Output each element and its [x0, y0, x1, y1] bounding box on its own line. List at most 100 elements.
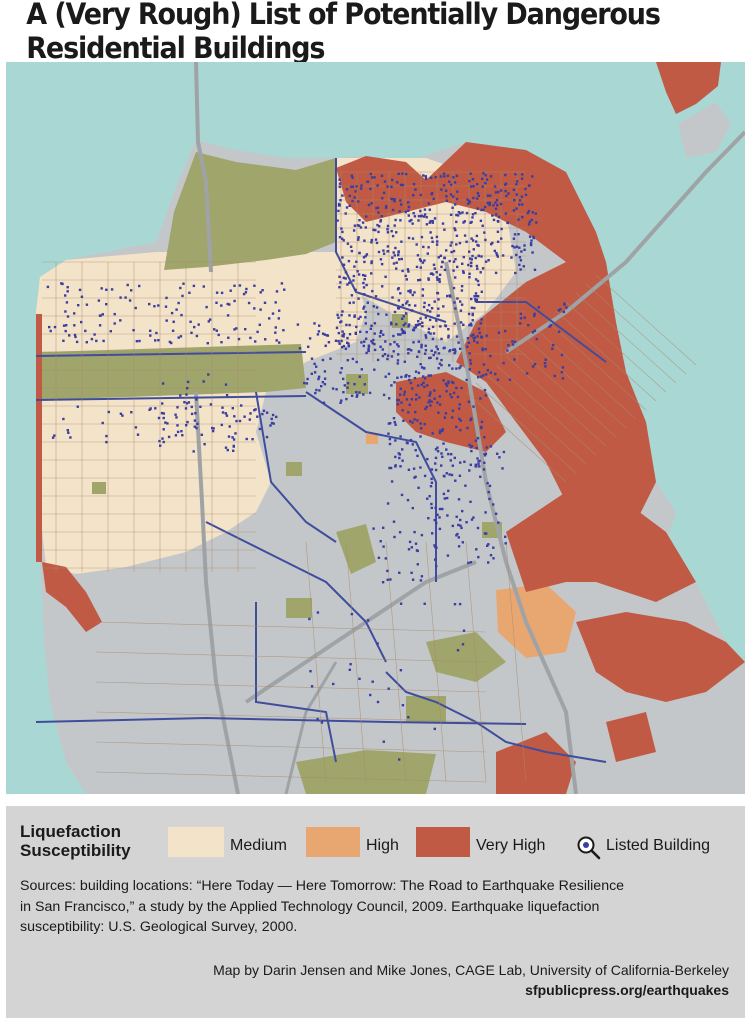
listed-building-dot [275, 290, 279, 293]
listed-building-dot [470, 258, 473, 261]
listed-building-dot [437, 298, 440, 301]
listed-building-dot [483, 205, 487, 209]
listed-building-dot [317, 330, 321, 333]
listed-building-dot [396, 376, 399, 379]
listed-building-dot [322, 401, 326, 404]
listed-building-dot [428, 399, 431, 402]
listed-building-dot [400, 493, 404, 497]
listed-building-dot [423, 213, 427, 216]
listed-building-dot [531, 175, 534, 178]
listed-building-dot [383, 180, 387, 183]
listed-building-dot [426, 309, 429, 312]
listed-building-dot [268, 317, 271, 320]
listed-building-dot [316, 333, 320, 336]
listed-building-dot [207, 373, 210, 376]
listed-building-dot [471, 313, 474, 317]
street [345, 541, 367, 783]
listed-building-dot [410, 546, 413, 549]
listed-building-dot [360, 184, 363, 187]
listed-building-dot [490, 243, 493, 246]
listed-building-dot [452, 348, 455, 351]
listed-building-dot [492, 204, 495, 207]
highway [194, 62, 213, 273]
listed-building-dot [441, 429, 444, 433]
listed-building-dot [480, 375, 483, 378]
listed-building-dot [226, 302, 229, 306]
listed-building-dot [420, 366, 424, 369]
listed-building-dot [182, 282, 185, 285]
listed-building-dot [513, 199, 516, 202]
listed-building-dot [119, 296, 122, 299]
listed-building-dot [418, 258, 422, 261]
listed-building-dot [347, 259, 351, 263]
listed-building-dot [410, 349, 413, 352]
listed-building-dot [492, 546, 495, 549]
listed-building-dot [373, 342, 376, 346]
listed-building-dot [419, 209, 422, 213]
listed-building-dot [444, 382, 448, 385]
listed-building-dot [355, 325, 358, 329]
listed-building-dot [445, 199, 449, 202]
listed-building-dot [271, 312, 275, 315]
listed-building-dot [64, 294, 67, 297]
listed-building-dot [433, 389, 436, 392]
listed-building-dot [427, 246, 430, 249]
listed-building-dot [430, 307, 434, 310]
listed-building-dot [414, 188, 417, 191]
listed-building-dot [469, 172, 472, 175]
listed-building-dot [437, 256, 440, 259]
listed-building-dot [435, 521, 438, 525]
listed-building-dot [441, 222, 445, 225]
listed-building-dot [422, 305, 426, 309]
listed-building-dot [442, 305, 445, 308]
listed-building-dot [466, 337, 470, 340]
listed-building-dot [159, 444, 162, 447]
street [525, 337, 627, 429]
legend-heading: Liquefaction Susceptibility [20, 822, 131, 860]
listed-building-dot [515, 193, 518, 196]
listed-building-dot [352, 274, 356, 278]
listed-building-dot [414, 542, 418, 545]
listed-building-dot [430, 272, 433, 275]
listed-building-dot [352, 301, 355, 304]
listed-building-dot [93, 333, 96, 336]
listed-building-dot [377, 211, 380, 214]
listed-building-dot [407, 323, 411, 326]
listed-building-dot [486, 369, 489, 372]
listed-building-dot [472, 185, 475, 188]
listed-building-dot [419, 363, 422, 366]
listed-building-dot [491, 214, 494, 217]
listed-building-dot [313, 322, 316, 325]
listed-building-dot [358, 677, 361, 680]
listed-building-dot [438, 527, 442, 531]
listed-building-dot [95, 339, 98, 343]
listed-building-dot [399, 435, 402, 438]
listed-building-dot [468, 352, 471, 355]
listed-building-dot [451, 464, 454, 467]
listed-building-dot [424, 336, 428, 339]
listed-building-dot [384, 375, 387, 378]
listed-building-dot [134, 306, 137, 310]
listed-building-dot [560, 371, 564, 374]
listed-building-dot [406, 268, 410, 271]
listed-building-dot [148, 408, 151, 411]
listed-building-dot [482, 172, 485, 175]
listed-building-dot [459, 321, 463, 324]
listed-building-dot [374, 295, 378, 298]
very-high-bay [506, 492, 696, 602]
listed-building-dot [391, 256, 394, 259]
listed-building-dot [414, 304, 417, 307]
listed-building-dot [480, 420, 484, 424]
listed-building-dot [128, 299, 132, 302]
listed-building-dot [455, 220, 458, 224]
listed-building-dot [479, 475, 482, 478]
listed-building-dot [73, 324, 76, 327]
listed-building-dot [371, 341, 374, 345]
listed-building-dot [492, 218, 496, 222]
listed-building-dot [427, 374, 430, 377]
listed-building-dot [481, 185, 484, 188]
listed-building-dot [477, 283, 480, 287]
listed-building-dot [438, 280, 441, 283]
listed-building-dot [375, 206, 378, 210]
listed-building-dot [98, 324, 102, 327]
